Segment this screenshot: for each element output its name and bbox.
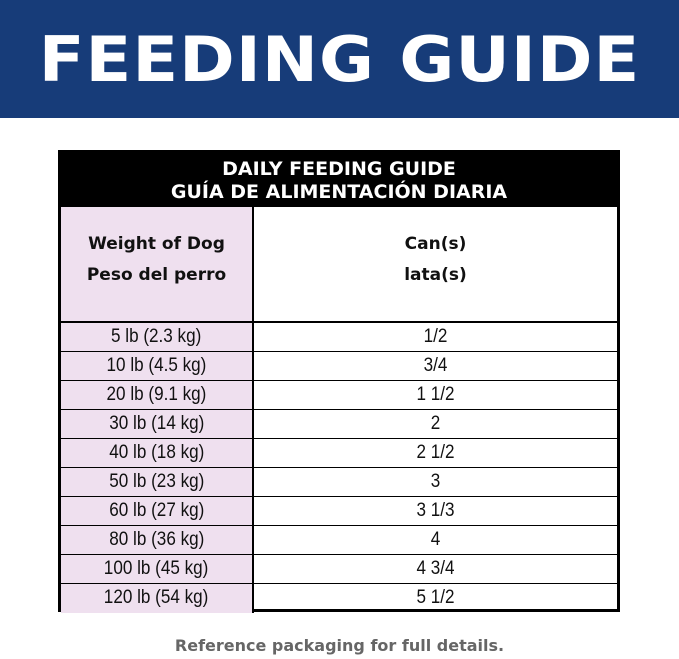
banner-title: FEEDING GUIDE	[38, 22, 641, 96]
banner: FEEDING GUIDE	[0, 0, 679, 118]
weight-value: 20 lb (9.1 kg)	[106, 384, 207, 405]
weight-value: 10 lb (4.5 kg)	[106, 355, 207, 376]
table-row: 20 lb (9.1 kg) 1 1/2	[61, 381, 617, 410]
feeding-table: DAILY FEEDING GUIDE GUÍA DE ALIMENTACIÓN…	[58, 150, 620, 613]
weight-cell: 80 lb (36 kg)	[61, 526, 254, 554]
cans-header-es: lata(s)	[404, 265, 467, 285]
weight-value: 40 lb (18 kg)	[108, 442, 205, 463]
table-title-es: GUÍA DE ALIMENTACIÓN DIARIA	[170, 181, 508, 203]
cans-cell: 3/4	[423, 355, 448, 376]
table-row: 60 lb (27 kg) 3 1/3	[61, 497, 617, 526]
weight-value: 50 lb (23 kg)	[108, 471, 205, 492]
table-title-en: DAILY FEEDING GUIDE	[222, 158, 456, 180]
footer-note: Reference packaging for full details.	[174, 636, 505, 655]
weight-cell: 50 lb (23 kg)	[61, 468, 254, 496]
weight-value: 60 lb (27 kg)	[108, 500, 205, 521]
weight-cell: 20 lb (9.1 kg)	[61, 381, 254, 409]
cans-cell: 2 1/2	[416, 442, 455, 463]
table-row: 40 lb (18 kg) 2 1/2	[61, 439, 617, 468]
weight-value: 5 lb (2.3 kg)	[111, 326, 202, 347]
cans-cell: 1/2	[423, 326, 448, 347]
weight-value: 30 lb (14 kg)	[108, 413, 205, 434]
cans-cell: 4	[430, 529, 441, 550]
table-row: 30 lb (14 kg) 2	[61, 410, 617, 439]
weight-cell: 5 lb (2.3 kg)	[61, 323, 254, 351]
cans-cell: 2	[430, 413, 441, 434]
weight-header-en: Weight of Dog	[88, 234, 225, 254]
weight-cell: 100 lb (45 kg)	[61, 555, 254, 583]
weight-header-es: Peso del perro	[86, 265, 227, 285]
weight-value: 100 lb (45 kg)	[104, 558, 209, 579]
weight-header: Weight of Dog Peso del perro	[61, 207, 254, 321]
cans-cell: 3	[430, 471, 441, 492]
table-row: 10 lb (4.5 kg) 3/4	[61, 352, 617, 381]
cans-cell: 3 1/3	[416, 500, 455, 521]
weight-cell: 60 lb (27 kg)	[61, 497, 254, 525]
cans-cell: 1 1/2	[416, 384, 455, 405]
cans-header-en: Can(s)	[404, 234, 467, 254]
cans-header: Can(s) lata(s)	[254, 207, 617, 321]
weight-value: 120 lb (54 kg)	[104, 587, 209, 608]
weight-value: 80 lb (36 kg)	[108, 529, 205, 550]
table-row: 5 lb (2.3 kg) 1/2	[61, 323, 617, 352]
weight-cell: 30 lb (14 kg)	[61, 410, 254, 438]
cans-cell: 5 1/2	[416, 587, 455, 608]
table-row: 120 lb (54 kg) 5 1/2	[61, 584, 617, 613]
table-row: 100 lb (45 kg) 4 3/4	[61, 555, 617, 584]
cans-cell: 4 3/4	[416, 558, 455, 579]
weight-cell: 120 lb (54 kg)	[61, 584, 254, 613]
table-row: 50 lb (23 kg) 3	[61, 468, 617, 497]
table-title: DAILY FEEDING GUIDE GUÍA DE ALIMENTACIÓN…	[61, 153, 617, 207]
weight-cell: 40 lb (18 kg)	[61, 439, 254, 467]
column-headers: Weight of Dog Peso del perro Can(s) lata…	[61, 207, 617, 323]
weight-cell: 10 lb (4.5 kg)	[61, 352, 254, 380]
table-row: 80 lb (36 kg) 4	[61, 526, 617, 555]
